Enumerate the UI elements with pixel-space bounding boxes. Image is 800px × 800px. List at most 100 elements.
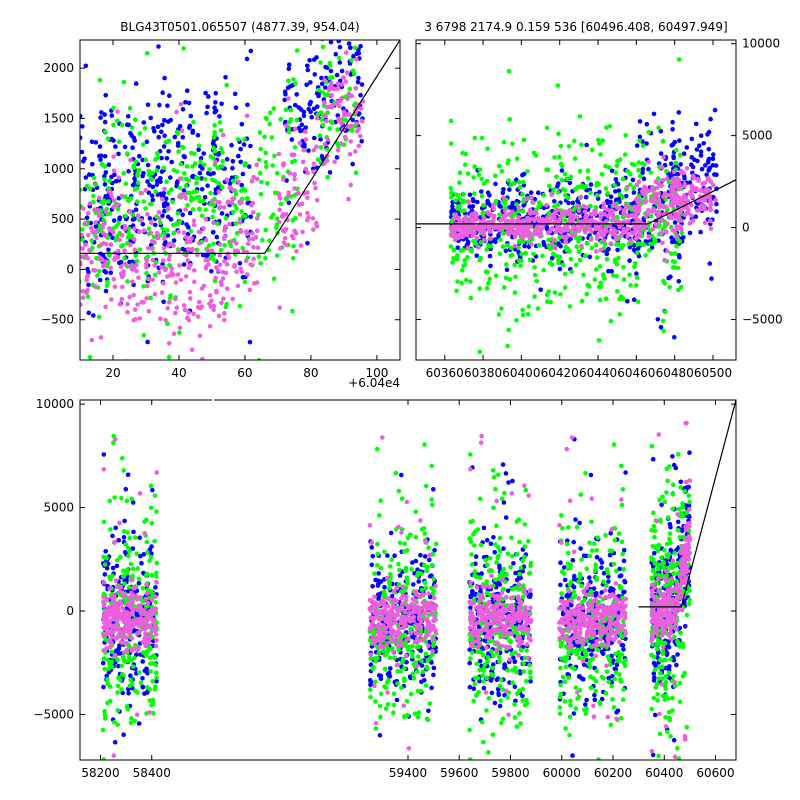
bottom-point [119, 687, 124, 692]
top-right-point [574, 262, 579, 268]
top-right-point [605, 214, 611, 219]
top-right-xtick-label: 60460 [617, 366, 655, 380]
top-left-point [177, 176, 183, 182]
bottom-point [571, 539, 576, 545]
bottom-point [589, 652, 594, 657]
bottom-point [151, 701, 156, 706]
top-right-point [628, 182, 633, 187]
top-left-point [150, 257, 155, 263]
top-left-point [103, 304, 108, 310]
top-left-point [267, 238, 272, 243]
top-right-point [477, 286, 483, 291]
top-right-point [564, 209, 570, 215]
top-left-point [92, 207, 97, 212]
top-right-point [451, 247, 457, 253]
top-right-point [714, 201, 719, 207]
top-right-point [562, 271, 568, 277]
top-right-point [677, 239, 682, 244]
top-left-point [340, 117, 346, 122]
top-right-point [480, 211, 486, 216]
top-right-point [669, 191, 674, 196]
top-left-point [320, 122, 326, 128]
top-right-point [448, 244, 454, 249]
top-left-point [227, 185, 232, 191]
top-left-point [324, 118, 329, 124]
top-right-point [687, 230, 693, 236]
bottom-point [124, 704, 130, 709]
top-right-point [588, 237, 594, 242]
top-left-point [197, 229, 203, 235]
top-left-point [271, 106, 277, 111]
top-left-point [148, 201, 153, 207]
top-right-series-pink [448, 155, 718, 263]
top-left-point [140, 222, 146, 227]
top-right-point [481, 232, 487, 237]
top-right-xtick-label: 60440 [579, 366, 617, 380]
bottom-point [370, 584, 375, 589]
top-right-point [555, 202, 561, 208]
top-right-point [516, 205, 521, 210]
top-right-point [644, 122, 650, 127]
top-right-point [503, 213, 509, 218]
top-left-point [348, 182, 354, 188]
top-right-point [672, 220, 678, 225]
top-left-point [111, 154, 116, 159]
top-left-point [180, 107, 186, 112]
top-right-point [519, 251, 524, 257]
top-left-point [241, 142, 247, 147]
top-left-point [158, 175, 163, 181]
top-left-point [115, 254, 121, 260]
bottom-point [115, 690, 120, 695]
top-left-point [223, 216, 229, 221]
top-left-point [80, 227, 85, 232]
top-left-point [183, 274, 189, 279]
top-left-point [104, 283, 110, 289]
top-right-point [498, 226, 504, 232]
top-right-point [521, 137, 527, 143]
bottom-point [427, 557, 432, 563]
top-left-point [89, 139, 95, 145]
top-left-point [359, 106, 364, 111]
bottom-point [653, 663, 658, 668]
top-left-point [254, 228, 260, 234]
bottom-point [591, 586, 597, 591]
bottom-point [148, 505, 154, 511]
bottom-point [370, 553, 376, 559]
top-right-point [454, 256, 460, 262]
bottom-point [378, 579, 384, 584]
top-left-point [245, 200, 251, 206]
top-left-point [263, 227, 269, 233]
top-left-point [350, 117, 356, 123]
top-right-point [541, 192, 547, 198]
top-right-point [487, 276, 493, 282]
top-right-point [596, 284, 602, 290]
top-left-point [191, 196, 196, 201]
bottom-point [503, 515, 509, 520]
bottom-point [497, 582, 503, 587]
top-right-point [525, 169, 530, 174]
bottom-point [126, 553, 131, 559]
top-left-point [181, 145, 186, 150]
top-left-point [126, 226, 132, 231]
top-left-point [347, 152, 353, 157]
top-left-point [339, 121, 345, 126]
top-left-point [329, 104, 335, 110]
bottom-point [488, 541, 494, 547]
top-left-point [94, 235, 99, 240]
top-left-point [176, 149, 181, 154]
bottom-point [121, 535, 127, 540]
top-left-point [334, 72, 340, 78]
top-left-point [230, 166, 235, 171]
bottom-point [134, 551, 139, 557]
top-left-point [116, 151, 121, 157]
top-right-point [585, 168, 591, 173]
top-left-point [186, 100, 192, 106]
top-right-point [575, 198, 580, 204]
top-left-point [174, 169, 180, 174]
top-left-point [98, 157, 103, 162]
top-left-point [96, 314, 102, 320]
top-left-point [271, 276, 277, 282]
top-right-point [620, 176, 626, 182]
top-left-point [314, 220, 319, 226]
top-right-point [694, 187, 700, 193]
